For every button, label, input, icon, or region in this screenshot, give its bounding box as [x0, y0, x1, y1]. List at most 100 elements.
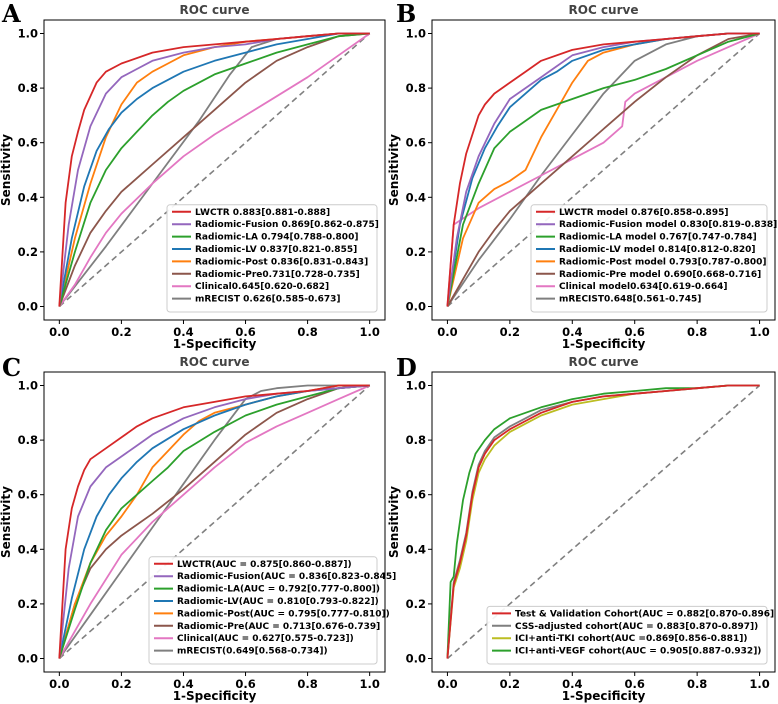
y-tick-label: 0.4: [406, 190, 426, 204]
x-tick-label: 0.0: [437, 325, 457, 339]
x-tick-label: 0.0: [49, 325, 69, 339]
legend-entry: CSS-adjusted cohort(AUC = 0.883[0.870-0.…: [515, 622, 758, 632]
legend: LWCTR(AUC = 0.875[0.860-0.887]) Radiomic-…: [148, 556, 396, 665]
legend-entry: Clinical(AUC = 0.627[0.575-0.723]): [177, 634, 354, 644]
roc-panel-c: C ROC curve 0.0 0.2 0.4 0.6 0.8 1.0 0.0 0.2 0.4 0.6…: [0, 353, 396, 703]
legend-entry: Radiomic-Fusion 0.869[0.862-0.875]: [195, 220, 379, 230]
x-tick-label: 0.4: [173, 325, 193, 339]
y-tick-label: 0.2: [18, 245, 38, 259]
x-tick-label: 0.2: [500, 677, 520, 691]
legend-entry: Radiomic-Pre model 0.690[0.668-0.716]: [559, 270, 761, 280]
roc-panel-b: B ROC curve 0.0 0.2 0.4 0.6 0.8 1.0 0.0 0.2 0.4 0.6…: [387, 0, 777, 351]
roc-curve-lwctr: [58, 32, 370, 307]
roc-panel-d: D ROC curve 0.0 0.2 0.4 0.6 0.8 1.0 0.0 0.2 0.4 0.6…: [387, 353, 776, 703]
x-tick-label: 0.8: [297, 325, 317, 339]
roc-curve-lwctr: [58, 384, 370, 659]
x-tick-label: 0.8: [687, 677, 707, 691]
legend-entry: Radiomic-Post 0.836[0.831-0.843]: [195, 257, 368, 267]
y-tick-label: 0.0: [406, 300, 426, 314]
y-tick-label: 0.6: [406, 488, 426, 502]
legend-entry: Radiomic-Fusion(AUC = 0.836[0.823-0.845]: [177, 572, 396, 582]
y-tick-label: 1.0: [18, 379, 38, 393]
y-axis-label: Sensitivity: [387, 134, 401, 206]
x-tick-label: 0.8: [297, 677, 317, 691]
y-tick-label: 0.4: [18, 542, 38, 556]
y-axis-label: Sensitivity: [387, 486, 401, 558]
legend: LWCTR 0.883[0.881-0.888] Radiomic-Fusion …: [166, 204, 379, 313]
x-tick-label: 0.6: [235, 677, 255, 691]
x-tick-label: 1.0: [749, 677, 769, 691]
legend-entry: mRECIST0.648[0.561-0.745]: [559, 295, 701, 305]
y-tick-label: 0.6: [406, 136, 426, 150]
roc-curve-clinical: [446, 32, 760, 307]
roc-curve-test: [446, 384, 760, 659]
legend-entry: ICI+anti-TKI cohort(AUC =0.869[0.856-0.8…: [515, 634, 747, 644]
roc-curve-radiomic-pre07310728-0735: [58, 32, 370, 307]
y-tick-label: 0.2: [18, 597, 38, 611]
x-tick-label: 0.2: [111, 677, 131, 691]
legend-entry: Radiomic-Fusion model 0.830[0.819-0.838]: [559, 220, 777, 230]
reference-diagonal: [446, 32, 761, 308]
reference-diagonal: [58, 32, 371, 308]
legend-entry: Radiomic-LA(AUC = 0.792[0.777-0.800]): [177, 585, 380, 595]
roc-curve-radiomic-la: [58, 384, 370, 659]
roc-curve-lwctr: [446, 32, 760, 307]
legend-entry: Clinical model0.634[0.619-0.664]: [559, 282, 727, 292]
y-tick-label: 0.0: [406, 652, 426, 666]
y-tick-label: 0.0: [18, 300, 38, 314]
roc-curve-clinical: [58, 384, 371, 659]
legend-entry: Radiomic-Post(AUC = 0.795[0.777-0.810]): [177, 609, 390, 619]
y-tick-label: 0.6: [18, 488, 38, 502]
y-tick-label: 0.2: [406, 245, 426, 259]
legend-entry: Radiomic-LV model 0.814[0.812-0.820]: [559, 245, 756, 255]
legend-entry: Radiomic-Pre(AUC = 0.713[0.676-0.739]: [177, 622, 380, 632]
legend-entry: Radiomic-LA 0.794[0.788-0.800]: [195, 233, 358, 243]
y-tick-label: 0.2: [406, 597, 426, 611]
x-axis-label: 1-Specificity: [173, 337, 257, 351]
y-tick-label: 1.0: [18, 27, 38, 41]
roc-curve-radiomic-la: [446, 32, 760, 307]
legend-entry: LWCTR 0.883[0.881-0.888]: [195, 208, 330, 218]
y-tick-label: 0.4: [18, 190, 38, 204]
x-tick-label: 0.4: [562, 677, 582, 691]
x-tick-label: 0.2: [500, 325, 520, 339]
chart-title: ROC curve: [180, 355, 250, 369]
y-tick-label: 0.8: [406, 433, 426, 447]
legend-entry: mRECIST 0.626[0.585-0.673]: [195, 295, 341, 305]
x-axis-label: 1-Specificity: [562, 337, 646, 351]
x-tick-label: 1.0: [359, 677, 379, 691]
legend-entry: Radiomic-Pre0.731[0.728-0.735]: [195, 270, 360, 280]
roc-curve-mrecist: [58, 384, 370, 660]
y-tick-label: 0.8: [406, 81, 426, 95]
roc-curve-radiomic-la: [58, 32, 370, 307]
x-axis-label: 1-Specificity: [173, 689, 257, 703]
x-tick-label: 0.6: [235, 325, 255, 339]
roc-panel-a: A ROC curve 0.0 0.2 0.4 0.6 0.8 1.0 0.0 0.2 0.4 0.6…: [0, 0, 386, 351]
reference-diagonal: [446, 384, 761, 660]
chart-title: ROC curve: [569, 355, 639, 369]
reference-diagonal: [58, 384, 371, 660]
legend-entry: Radiomic-LA model 0.767[0.747-0.784]: [559, 233, 757, 243]
legend-entry: Clinical0.645[0.620-0.682]: [195, 282, 329, 292]
y-axis-label: Sensitivity: [0, 134, 13, 206]
x-tick-label: 0.0: [49, 677, 69, 691]
chart-title: ROC curve: [569, 3, 639, 17]
roc-curve-radiomic-pre: [58, 384, 370, 659]
legend: LWCTR model 0.876[0.858-0.895] Radiomic-F…: [530, 204, 777, 313]
y-tick-label: 0.4: [406, 542, 426, 556]
y-tick-label: 0.6: [18, 136, 38, 150]
legend-box: [486, 605, 768, 665]
x-tick-label: 0.0: [437, 677, 457, 691]
chart-title: ROC curve: [180, 3, 250, 17]
x-tick-label: 0.6: [625, 677, 645, 691]
y-tick-label: 0.8: [18, 81, 38, 95]
x-tick-label: 0.4: [173, 677, 193, 691]
legend-entry: mRECIST(0.649[0.568-0.734]): [177, 647, 328, 657]
legend-box: [166, 204, 378, 313]
panel-letter: A: [1, 0, 21, 28]
legend-box: [530, 204, 768, 313]
legend-entry: Radiomic-LV(AUC = 0.810[0.793-0.822]): [177, 597, 379, 607]
legend-entry: Test & Validation Cohort(AUC = 0.882[0.8…: [515, 609, 774, 619]
x-tick-label: 0.8: [687, 325, 707, 339]
